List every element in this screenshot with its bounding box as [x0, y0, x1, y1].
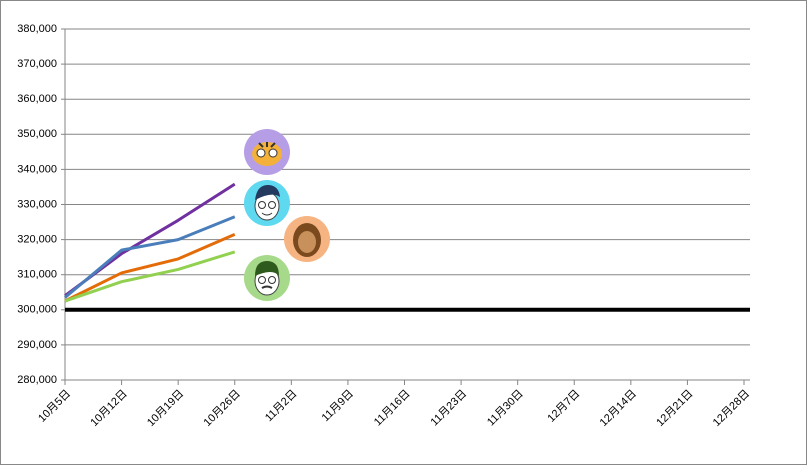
- y-tick-label: 320,000: [17, 234, 57, 246]
- avatar-mustache: [244, 255, 290, 301]
- series-line: [64, 215, 236, 299]
- series-line: [64, 232, 236, 303]
- avatar-tiger: [244, 129, 290, 175]
- y-tick-label: 280,000: [17, 374, 57, 386]
- avatar-glasses-man: [244, 180, 290, 226]
- y-tick-label: 290,000: [17, 339, 57, 351]
- y-tick-label: 380,000: [17, 23, 57, 35]
- y-tick-label: 340,000: [17, 163, 57, 175]
- y-tick-label: 310,000: [17, 269, 57, 281]
- y-tick-label: 330,000: [17, 198, 57, 210]
- y-tick-label: 300,000: [17, 304, 57, 316]
- series-line: [64, 250, 236, 303]
- y-tick-label: 360,000: [17, 93, 57, 105]
- y-tick-label: 350,000: [17, 128, 57, 140]
- avatars: [244, 129, 330, 301]
- y-tick-label: 370,000: [17, 58, 57, 70]
- avatar-long-hair: [284, 216, 330, 262]
